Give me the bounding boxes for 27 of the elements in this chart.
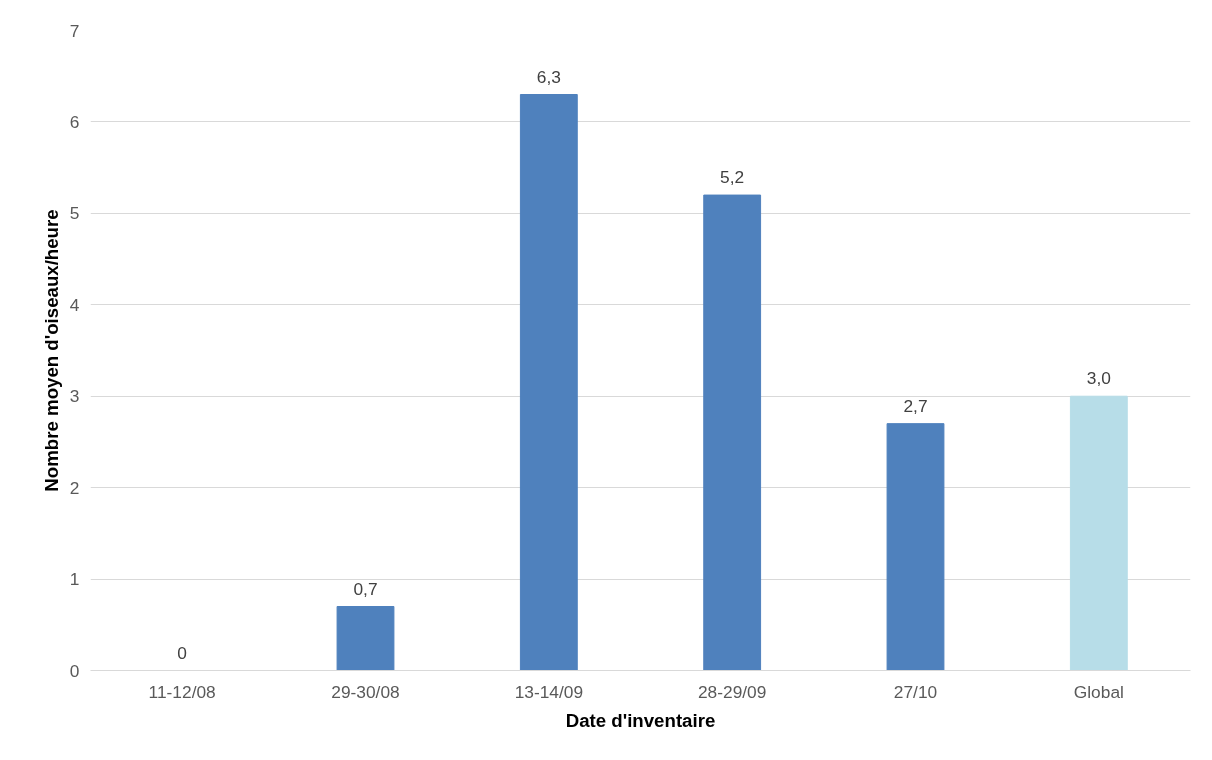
y-tick-label: 1 xyxy=(69,569,80,590)
y-tick-label: 0 xyxy=(69,660,80,681)
y-tick-label: 6 xyxy=(69,111,80,132)
x-tick-label: 29-30/08 xyxy=(331,681,400,702)
data-label: 2,7 xyxy=(903,395,928,416)
bar xyxy=(519,94,578,671)
bar xyxy=(1069,395,1128,671)
y-tick-label: 4 xyxy=(69,294,80,315)
data-label: 5,2 xyxy=(720,167,745,188)
y-tick-label: 3 xyxy=(69,386,80,407)
x-tick-label: 27/10 xyxy=(893,681,938,702)
data-label: 6,3 xyxy=(536,66,561,87)
data-label: 0,7 xyxy=(353,578,378,599)
x-tick-label: 28-29/09 xyxy=(697,681,767,702)
y-axis-title: Nombre moyen d'oiseaux/heure xyxy=(40,209,62,492)
y-tick-label: 2 xyxy=(69,477,80,498)
y-tick-label: 7 xyxy=(69,20,80,41)
data-label: 3,0 xyxy=(1086,368,1111,389)
bar xyxy=(336,606,395,671)
y-tick-label: 5 xyxy=(69,203,80,224)
bar xyxy=(703,194,762,671)
data-label: 0 xyxy=(177,642,187,663)
x-tick-label: 11-12/08 xyxy=(148,681,216,702)
x-tick-label: 13-14/09 xyxy=(514,681,584,702)
bar xyxy=(886,423,945,671)
x-tick-label: Global xyxy=(1073,681,1124,702)
x-axis-title: Date d'inventaire xyxy=(565,709,716,731)
